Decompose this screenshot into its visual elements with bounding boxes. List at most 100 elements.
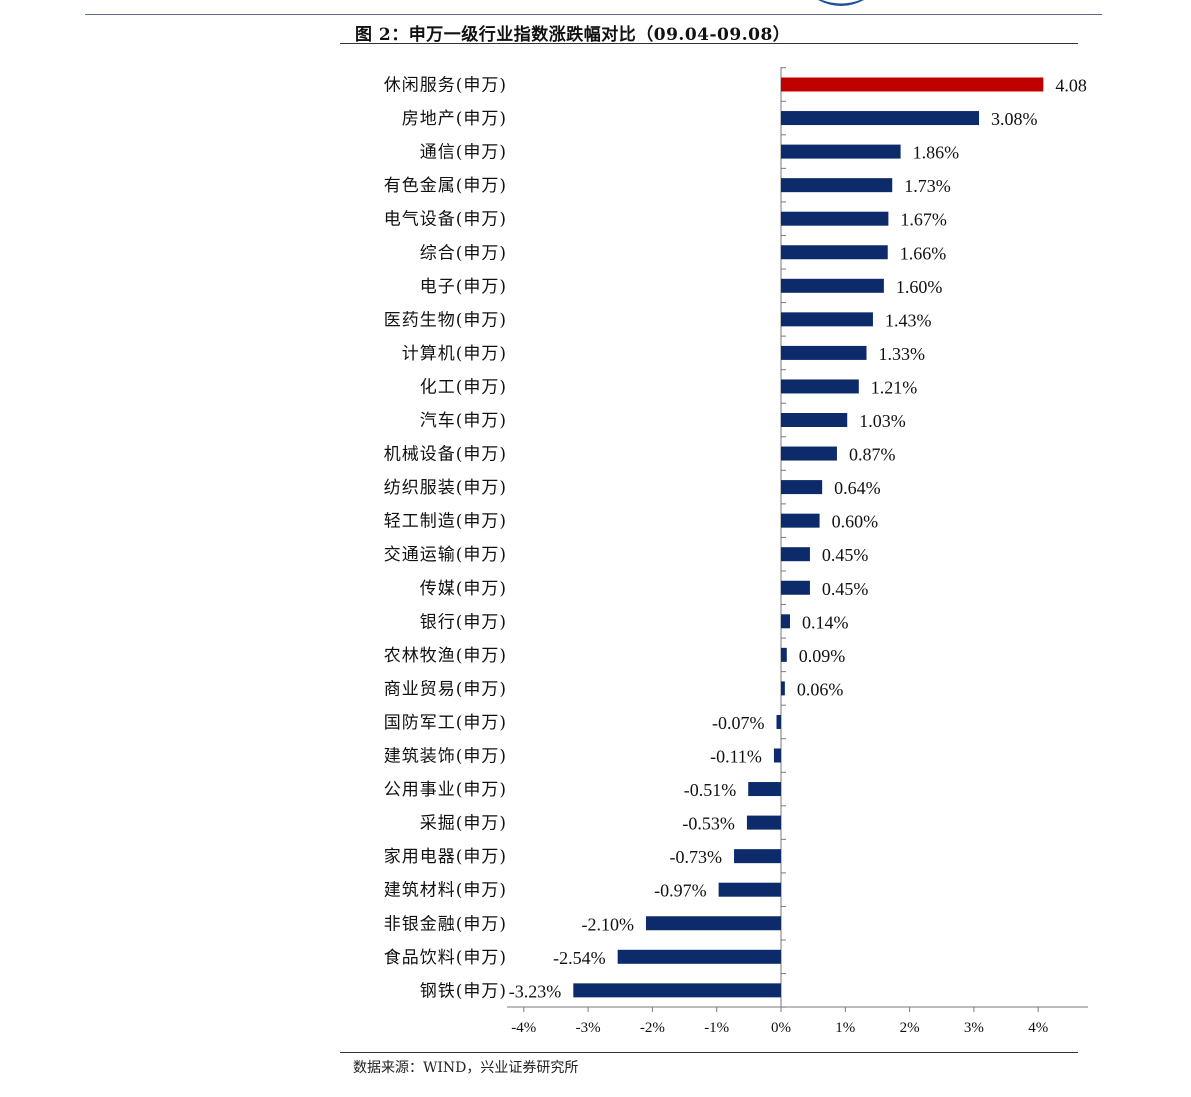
- category-label: 医药生物(申万): [384, 310, 507, 330]
- category-label: 建筑装饰(申万): [384, 747, 507, 767]
- data-label: 0.60%: [832, 512, 879, 532]
- bar: [781, 614, 791, 629]
- bar: [781, 111, 980, 126]
- data-label: -3.23%: [509, 981, 562, 1001]
- category-label: 家用电器(申万): [384, 847, 507, 867]
- bar: [773, 748, 781, 763]
- data-label: -0.53%: [682, 814, 735, 834]
- category-label: 有色金属(申万): [384, 176, 507, 196]
- data-label: 0.06%: [797, 679, 844, 699]
- bar: [645, 916, 781, 931]
- data-label: 0.09%: [799, 646, 846, 666]
- bar: [781, 178, 893, 193]
- data-label: 1.60%: [896, 277, 943, 297]
- category-label: 房地产(申万): [402, 109, 507, 129]
- data-label: -2.54%: [553, 948, 606, 968]
- bar: [781, 245, 888, 260]
- data-label: -0.51%: [684, 780, 737, 800]
- source-note: 数据来源：WIND，兴业证券研究所: [353, 1060, 579, 1076]
- bar: [781, 278, 884, 293]
- data-label: -0.11%: [710, 747, 762, 767]
- data-label: 0.45%: [822, 579, 869, 599]
- bar: [781, 513, 820, 528]
- bar: [573, 983, 781, 998]
- logo-swoosh-icon: [818, 0, 864, 6]
- data-label: 1.67%: [900, 210, 947, 230]
- category-label: 食品饮料(申万): [384, 948, 507, 968]
- category-label: 建筑材料(申万): [384, 881, 507, 901]
- bar: [781, 446, 837, 461]
- data-label: 1.03%: [859, 411, 906, 431]
- header-rule: [85, 14, 1102, 15]
- bar: [781, 547, 810, 562]
- bar: [781, 413, 848, 427]
- bar: [781, 480, 823, 495]
- x-tick-label: 2%: [900, 1020, 920, 1036]
- x-tick-label: -3%: [576, 1020, 601, 1036]
- category-label: 电子(申万): [420, 277, 507, 297]
- data-label: 0.45%: [822, 545, 869, 565]
- bar: [781, 144, 901, 159]
- category-label: 机械设备(申万): [384, 445, 507, 465]
- x-tick-label: -2%: [640, 1020, 665, 1036]
- bar: [748, 782, 781, 797]
- data-label: 1.43%: [885, 310, 932, 330]
- data-label: -2.10%: [581, 914, 634, 934]
- category-label: 传媒(申万): [420, 579, 507, 599]
- bar: [781, 77, 1044, 92]
- data-label: -0.97%: [654, 881, 707, 901]
- bar: [617, 949, 781, 964]
- bar: [781, 345, 867, 360]
- data-label: -0.07%: [712, 713, 765, 733]
- x-tick-label: 0%: [771, 1020, 791, 1036]
- bar: [781, 379, 859, 394]
- data-label: 1.33%: [879, 344, 926, 364]
- bar: [781, 681, 785, 696]
- category-label: 轻工制造(申万): [384, 512, 507, 532]
- category-label: 非银金融(申万): [384, 914, 507, 934]
- bar: [718, 882, 781, 897]
- data-label: 0.87%: [849, 445, 896, 465]
- data-label: 0.14%: [802, 612, 849, 632]
- bar: [746, 815, 781, 830]
- x-tick-label: -1%: [704, 1020, 729, 1036]
- category-label: 电气设备(申万): [384, 210, 507, 230]
- category-label: 汽车(申万): [420, 411, 507, 431]
- x-tick-label: 1%: [835, 1020, 855, 1036]
- category-label: 银行(申万): [420, 612, 507, 632]
- bar: [781, 312, 873, 327]
- category-label: 通信(申万): [420, 143, 507, 163]
- footer-rule: [340, 1052, 1078, 1053]
- category-label: 休闲服务(申万): [384, 76, 507, 96]
- data-label: 3.08%: [991, 109, 1037, 129]
- data-label: 1.73%: [904, 176, 951, 196]
- data-label: 1.66%: [900, 243, 947, 263]
- category-label: 商业贸易(申万): [384, 679, 507, 699]
- category-label: 交通运输(申万): [384, 545, 507, 565]
- bar: [781, 211, 889, 226]
- title-rule: [340, 43, 1078, 44]
- x-tick-label: -4%: [511, 1020, 536, 1036]
- category-label: 化工(申万): [420, 377, 507, 397]
- x-tick-label: 3%: [964, 1020, 984, 1036]
- data-label: -0.73%: [670, 847, 723, 867]
- x-tick-label: 4%: [1028, 1020, 1048, 1036]
- category-label: 农林牧渔(申万): [384, 646, 507, 666]
- data-label: 1.86%: [913, 143, 960, 163]
- bar: [734, 849, 781, 864]
- category-label: 国防军工(申万): [384, 713, 507, 733]
- category-label: 钢铁(申万): [420, 981, 507, 1001]
- category-label: 综合(申万): [420, 243, 507, 263]
- data-label: 4.08: [1055, 76, 1087, 96]
- category-label: 计算机(申万): [402, 344, 507, 364]
- bar: [781, 580, 810, 595]
- data-label: 1.21%: [871, 377, 918, 397]
- category-label: 采掘(申万): [420, 814, 507, 834]
- bar: [776, 714, 781, 729]
- category-label: 纺织服装(申万): [384, 478, 507, 498]
- data-label: 0.64%: [834, 478, 881, 498]
- figure-title: 图 2：申万一级行业指数涨跌幅对比（09.04-09.08）: [355, 25, 791, 45]
- bar: [781, 647, 787, 662]
- category-label: 公用事业(申万): [384, 780, 507, 800]
